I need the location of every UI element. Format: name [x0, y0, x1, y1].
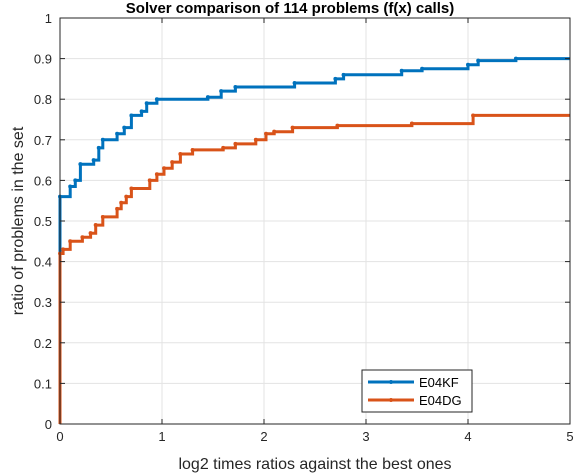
y-tick-label: 1: [45, 11, 52, 26]
data-point: [513, 56, 518, 61]
y-tick-label: 0.9: [34, 52, 52, 67]
data-point: [253, 137, 258, 142]
x-tick-label: 3: [362, 429, 369, 444]
data-point: [420, 66, 425, 71]
data-point: [162, 166, 167, 171]
y-tick-label: 0.8: [34, 92, 52, 107]
y-tick-label: 0.2: [34, 336, 52, 351]
data-point: [129, 186, 134, 191]
x-axis-label: log2 times ratios against the best ones: [178, 456, 451, 473]
data-point: [115, 206, 120, 211]
data-point: [233, 85, 238, 90]
y-tick-label: 0.1: [34, 376, 52, 391]
x-tick-label: 4: [464, 429, 471, 444]
data-point: [154, 172, 159, 177]
data-point: [96, 145, 101, 150]
data-point: [73, 178, 78, 183]
data-point: [399, 68, 404, 73]
data-point: [139, 109, 144, 114]
data-point: [219, 89, 224, 94]
legend-label: E04KF: [419, 375, 459, 390]
data-point: [178, 152, 183, 157]
data-point: [221, 145, 226, 150]
data-point: [115, 131, 120, 136]
y-tick-label: 0.3: [34, 295, 52, 310]
data-point: [147, 178, 152, 183]
data-point: [100, 214, 105, 219]
x-tick-label: 5: [566, 429, 573, 444]
legend-marker: [389, 380, 393, 384]
x-tick-label: 0: [56, 429, 63, 444]
legend: E04KF E04DG: [361, 369, 473, 413]
data-point: [100, 137, 105, 142]
series-lines: [58, 56, 570, 424]
data-point: [476, 58, 481, 63]
data-point: [264, 131, 269, 136]
data-point: [144, 101, 149, 106]
y-tick-label: 0.4: [34, 255, 52, 270]
chart-title: Solver comparison of 114 problems (f(x) …: [126, 0, 454, 17]
y-axis-label: ratio of problems in the set: [10, 126, 27, 315]
legend-label: E04DG: [419, 393, 462, 408]
data-point: [88, 231, 93, 236]
data-point: [190, 147, 195, 152]
x-tick-label: 1: [158, 429, 165, 444]
data-point: [91, 158, 96, 163]
data-point: [471, 113, 476, 118]
y-tick-label: 0.5: [34, 214, 52, 229]
data-point: [409, 121, 414, 126]
axis-ticks: 0 1 2 3 4 5 0 0.1 0.2 0.3 0.4 0.5 0.6 0.7 0.8 0.9 1: [34, 11, 574, 444]
data-point: [466, 62, 470, 67]
data-point: [78, 162, 83, 167]
data-point: [292, 80, 297, 85]
x-tick-label: 2: [260, 429, 267, 444]
data-point: [93, 223, 98, 228]
data-point: [233, 141, 238, 146]
data-point: [129, 113, 134, 118]
data-point: [335, 123, 340, 128]
data-point: [122, 125, 127, 130]
data-point: [170, 160, 175, 165]
legend-box: [361, 369, 473, 413]
data-point: [341, 72, 346, 77]
data-point: [80, 235, 85, 240]
series-line-e04kf: [58, 57, 570, 424]
data-point: [154, 97, 159, 102]
grid-lines: [60, 18, 570, 424]
data-point: [290, 125, 295, 130]
data-point: [333, 76, 338, 81]
y-tick-label: 0: [45, 417, 52, 432]
data-point: [272, 129, 277, 134]
data-point: [61, 247, 66, 252]
data-point: [68, 239, 73, 244]
y-tick-label: 0.6: [34, 173, 52, 188]
data-point: [68, 184, 73, 189]
data-point: [124, 194, 129, 199]
data-point: [205, 95, 210, 100]
data-point: [119, 200, 124, 205]
y-tick-label: 0.7: [34, 133, 52, 148]
legend-marker: [389, 398, 393, 402]
